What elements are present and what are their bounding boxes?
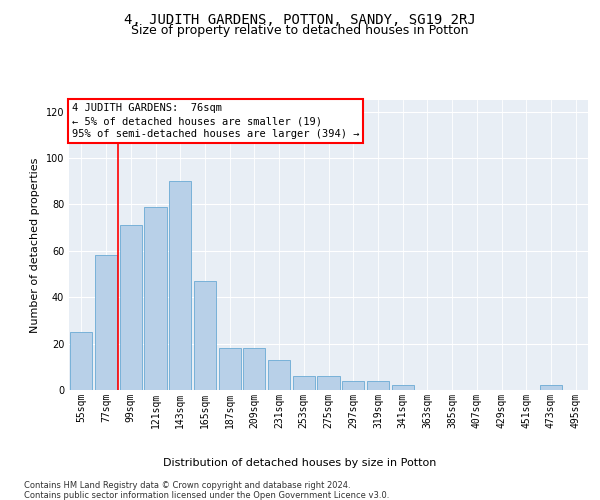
- Bar: [243, 348, 265, 390]
- Bar: [317, 376, 340, 390]
- Text: Contains HM Land Registry data © Crown copyright and database right 2024.: Contains HM Land Registry data © Crown c…: [24, 481, 350, 490]
- Bar: [392, 386, 414, 390]
- Text: Size of property relative to detached houses in Potton: Size of property relative to detached ho…: [131, 24, 469, 37]
- Bar: [169, 181, 191, 390]
- Text: Distribution of detached houses by size in Potton: Distribution of detached houses by size …: [163, 458, 437, 468]
- Bar: [540, 386, 562, 390]
- Bar: [95, 256, 117, 390]
- Bar: [119, 226, 142, 390]
- Text: 4 JUDITH GARDENS:  76sqm
← 5% of detached houses are smaller (19)
95% of semi-de: 4 JUDITH GARDENS: 76sqm ← 5% of detached…: [71, 103, 359, 140]
- Bar: [145, 206, 167, 390]
- Bar: [367, 380, 389, 390]
- Text: Contains public sector information licensed under the Open Government Licence v3: Contains public sector information licen…: [24, 491, 389, 500]
- Bar: [268, 360, 290, 390]
- Y-axis label: Number of detached properties: Number of detached properties: [30, 158, 40, 332]
- Bar: [342, 380, 364, 390]
- Bar: [293, 376, 315, 390]
- Bar: [218, 348, 241, 390]
- Bar: [194, 281, 216, 390]
- Text: 4, JUDITH GARDENS, POTTON, SANDY, SG19 2RJ: 4, JUDITH GARDENS, POTTON, SANDY, SG19 2…: [124, 12, 476, 26]
- Bar: [70, 332, 92, 390]
